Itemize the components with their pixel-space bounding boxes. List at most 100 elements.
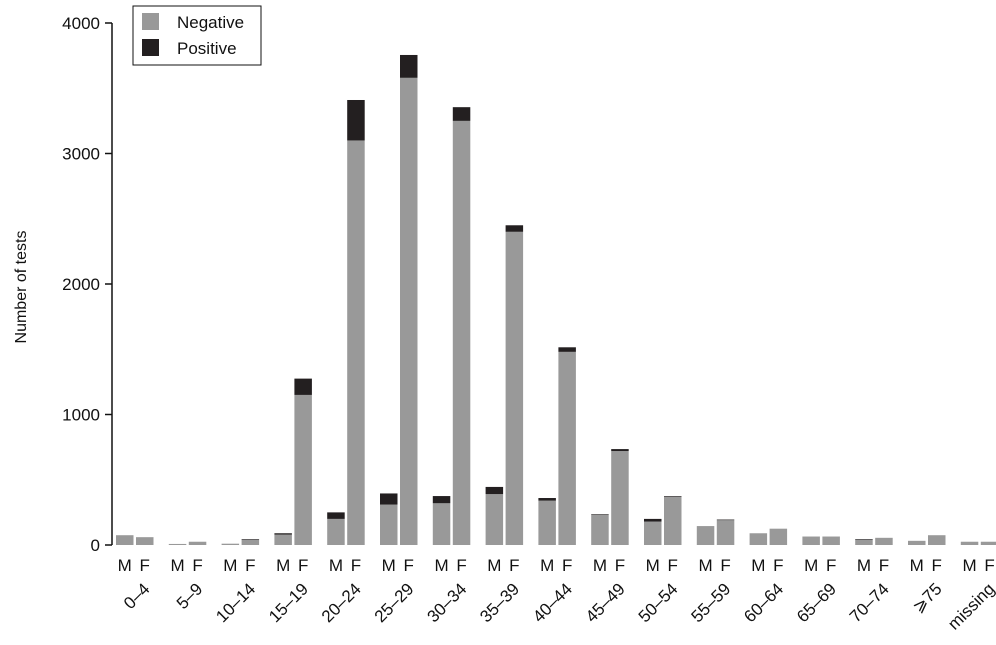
category-label: 0–4 xyxy=(120,579,153,612)
y-tick-label: 0 xyxy=(91,536,100,555)
sex-label-m: M xyxy=(540,556,554,575)
bar-negative-55-59-f xyxy=(716,520,735,545)
bar-positive-25-29-m xyxy=(380,493,398,505)
bar-positive-50-54-m xyxy=(644,518,662,522)
legend-label-negative: Negative xyxy=(177,13,244,32)
legend-swatch-negative xyxy=(142,13,159,30)
bar-positive-30-34-f xyxy=(452,107,471,121)
sex-label-f: F xyxy=(932,556,942,575)
bar-negative-65-69-f xyxy=(822,536,840,545)
sex-label-f: F xyxy=(404,556,414,575)
bar-negative-55-59-m xyxy=(696,526,715,545)
sex-label-f: F xyxy=(615,556,625,575)
legend-label-positive: Positive xyxy=(177,39,237,58)
bar-negative-50-54-m xyxy=(644,521,662,545)
bar-negative-10-14-m xyxy=(221,543,240,545)
category-label: 60–64 xyxy=(740,579,787,626)
y-tick-label: 2000 xyxy=(62,275,100,294)
bars xyxy=(116,54,996,546)
bar-negative-30-34-m xyxy=(432,503,451,545)
sex-label-m: M xyxy=(487,556,501,575)
bar-positive-35-39-m xyxy=(485,486,504,495)
bar-negative-60-64-m xyxy=(749,533,768,545)
sex-label-f: F xyxy=(509,556,519,575)
bar-negative-30-34-f xyxy=(452,120,471,545)
sex-label-m: M xyxy=(751,556,765,575)
sex-label-m: M xyxy=(329,556,343,575)
bar-negative-70-74-f xyxy=(875,537,893,545)
sex-label-m: M xyxy=(804,556,818,575)
category-label: 25–29 xyxy=(371,579,418,626)
bar-positive-20-24-f xyxy=(347,99,365,141)
y-tick-label: 1000 xyxy=(62,406,100,425)
bar-negative-50-54-f xyxy=(664,496,682,545)
sex-label-m: M xyxy=(170,556,184,575)
bar-negative-5-9-f xyxy=(188,541,207,545)
sex-label-m: M xyxy=(646,556,660,575)
category-label: 35–39 xyxy=(476,579,523,626)
category-label: 50–54 xyxy=(635,579,682,626)
bar-positive-30-34-m xyxy=(432,496,451,504)
category-label: 30–34 xyxy=(424,579,471,626)
sex-label-m: M xyxy=(962,556,976,575)
sex-label-f: F xyxy=(826,556,836,575)
bar-negative-missing-m xyxy=(960,541,979,545)
bar-positive-15-19-f xyxy=(294,378,312,395)
legend: Negative Positive xyxy=(132,5,262,66)
category-label: 10–14 xyxy=(212,579,259,626)
sex-label-f: F xyxy=(140,556,150,575)
bar-negative-35-39-f xyxy=(505,231,524,546)
bar-negative-25-29-f xyxy=(400,77,418,545)
category-label: ⩾75 xyxy=(909,579,946,616)
category-label: 40–44 xyxy=(529,579,576,626)
y-axis-ticks: 0 1000 2000 3000 4000 xyxy=(62,14,112,555)
category-label: 70–74 xyxy=(846,579,893,626)
sex-label-m: M xyxy=(118,556,132,575)
y-axis-label: Number of tests xyxy=(13,231,30,344)
bar-negative-40-44-m xyxy=(538,500,556,545)
bar-negative-20-24-m xyxy=(327,518,345,545)
bar-positive-10-14-f xyxy=(241,539,260,540)
legend-swatch-positive xyxy=(142,39,159,56)
category-label: 15–19 xyxy=(265,579,312,626)
sex-label-m: M xyxy=(857,556,871,575)
sex-label-m: M xyxy=(276,556,290,575)
y-tick-label: 3000 xyxy=(62,145,100,164)
bar-negative-45-49-f xyxy=(611,451,629,545)
category-label: missing xyxy=(944,579,996,633)
sex-label-f: F xyxy=(456,556,466,575)
bar-negative-0-4-f xyxy=(136,537,154,545)
bar-negative-20-24-f xyxy=(347,140,365,545)
bar-positive-15-19-m xyxy=(274,533,292,535)
sex-label-m: M xyxy=(382,556,396,575)
sex-label-m: M xyxy=(223,556,237,575)
sex-label-f: F xyxy=(668,556,678,575)
sex-label-m: M xyxy=(698,556,712,575)
bar-positive-45-49-m xyxy=(591,514,609,515)
bar-negative-35-39-m xyxy=(485,494,504,545)
sex-label-m: M xyxy=(910,556,924,575)
bar-negative-70-74-m xyxy=(855,539,873,545)
bar-negative-15-19-m xyxy=(274,534,292,545)
bar-negative-25-29-m xyxy=(380,504,398,545)
bar-negative-75-m xyxy=(908,540,926,545)
bar-negative-40-44-f xyxy=(558,351,576,545)
category-label: 65–69 xyxy=(793,579,840,626)
y-tick-label: 4000 xyxy=(62,14,100,33)
bar-negative-75-f xyxy=(928,535,946,545)
category-label: 5–9 xyxy=(173,579,206,612)
bar-positive-20-24-m xyxy=(327,512,345,519)
bar-positive-35-39-f xyxy=(505,225,524,232)
bar-negative-45-49-m xyxy=(591,514,609,545)
bar-negative-5-9-m xyxy=(168,543,187,545)
bar-positive-45-49-f xyxy=(611,449,629,452)
bar-positive-50-54-f xyxy=(664,496,682,497)
sex-label-m: M xyxy=(593,556,607,575)
bar-positive-55-59-f xyxy=(716,519,735,521)
bar-negative-missing-f xyxy=(980,541,996,545)
category-label: 45–49 xyxy=(582,579,629,626)
sex-label-f: F xyxy=(879,556,889,575)
bar-negative-15-19-f xyxy=(294,394,312,545)
sex-label-f: F xyxy=(720,556,730,575)
